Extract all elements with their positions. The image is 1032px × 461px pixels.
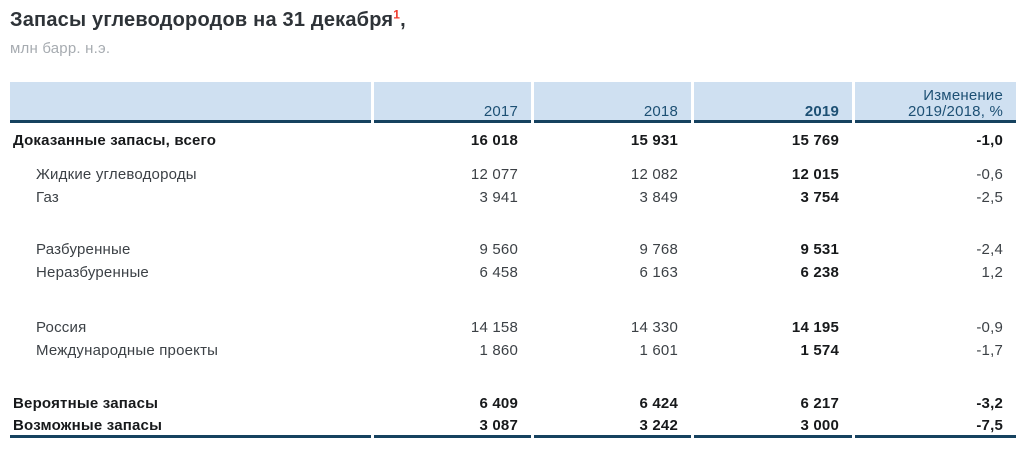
page-title: Запасы углеводородов на 31 декабря1, (10, 8, 1032, 33)
table-row-international-projects: Международные проекты 1 860 1 601 1 574 … (10, 339, 1016, 362)
cell-2018: 6 424 (639, 395, 678, 412)
column-header-2017: 2017 (374, 82, 531, 123)
spacer-row (10, 284, 1016, 316)
row-label: Неразбуренные (36, 264, 149, 281)
row-label: Доказанные запасы, всего (13, 131, 217, 149)
cell-2017: 12 077 (470, 166, 518, 183)
cell-2019: 15 769 (791, 131, 839, 149)
cell-2019: 6 238 (800, 264, 839, 281)
column-header-change-line1: Изменение (923, 87, 1003, 104)
page-title-suffix: , (400, 9, 406, 31)
cell-2018: 3 242 (534, 415, 691, 438)
spacer-row (10, 152, 1016, 163)
cell-2018: 3 849 (639, 189, 678, 206)
page-title-text: Запасы углеводородов на 31 декабря (10, 9, 394, 31)
cell-2017: 9 560 (479, 241, 518, 258)
cell-2018: 15 931 (630, 131, 678, 149)
table-row-liquid-hydrocarbons: Жидкие углеводороды 12 077 12 082 12 015… (10, 163, 1016, 186)
cell-2017: 1 860 (479, 342, 518, 359)
cell-change: -1,7 (976, 342, 1003, 359)
cell-2017: 6 409 (479, 395, 518, 412)
table-row-gas: Газ 3 941 3 849 3 754 -2,5 (10, 186, 1016, 209)
cell-2019: 6 217 (800, 395, 839, 412)
page-subtitle: млн барр. н.э. (10, 40, 111, 57)
row-label: Международные проекты (36, 342, 219, 359)
table-header: 2017 2018 2019 Изменение 2019/2018, % (10, 82, 1016, 123)
cell-2018: 9 768 (639, 241, 678, 258)
cell-change: -2,4 (976, 241, 1003, 258)
spacer-row (10, 362, 1016, 392)
cell-2019: 3 000 (694, 415, 852, 438)
cell-2017: 14 158 (470, 319, 518, 336)
column-header-change: Изменение 2019/2018, % (855, 82, 1016, 123)
cell-2018: 12 082 (630, 166, 678, 183)
cell-2017: 3 087 (374, 415, 531, 438)
cell-change: -0,6 (976, 166, 1003, 183)
cell-change: -2,5 (976, 189, 1003, 206)
cell-2018: 1 601 (639, 342, 678, 359)
column-header-indicator (10, 82, 371, 123)
row-label: Жидкие углеводороды (36, 166, 197, 183)
cell-change: 1,2 (981, 264, 1003, 281)
cell-2017: 16 018 (470, 131, 518, 149)
cell-change: -7,5 (855, 415, 1016, 438)
cell-2017: 6 458 (479, 264, 518, 281)
table-row-undeveloped: Неразбуренные 6 458 6 163 6 238 1,2 (10, 261, 1016, 284)
table-header-row: 2017 2018 2019 Изменение 2019/2018, % (10, 82, 1016, 123)
table-row-russia: Россия 14 158 14 330 14 195 -0,9 (10, 316, 1016, 339)
row-label: Газ (36, 189, 59, 206)
reserves-table: 2017 2018 2019 Изменение 2019/2018, % До… (7, 82, 1019, 438)
footnote-marker: 1 (393, 7, 401, 22)
row-label: Россия (36, 319, 87, 336)
row-label: Вероятные запасы (13, 395, 159, 412)
row-label: Разбуренные (36, 241, 131, 258)
column-header-2018: 2018 (534, 82, 691, 123)
cell-change: -1,0 (976, 131, 1003, 149)
table-row-proved-total: Доказанные запасы, всего 16 018 15 931 1… (10, 128, 1016, 152)
column-header-2019: 2019 (694, 82, 852, 123)
row-label: Возможные запасы (10, 415, 371, 438)
table-row-developed: Разбуренные 9 560 9 768 9 531 -2,4 (10, 238, 1016, 261)
cell-2019: 12 015 (791, 166, 839, 183)
table-row-possible-reserves: Возможные запасы 3 087 3 242 3 000 -7,5 (10, 415, 1016, 438)
table-row-probable-reserves: Вероятные запасы 6 409 6 424 6 217 -3,2 (10, 392, 1016, 415)
cell-2019: 3 754 (800, 189, 839, 206)
cell-2017: 3 941 (479, 189, 518, 206)
cell-change: -3,2 (976, 395, 1003, 412)
cell-2018: 14 330 (630, 319, 678, 336)
cell-2019: 14 195 (791, 319, 839, 336)
cell-2019: 9 531 (800, 241, 839, 258)
column-header-change-line2: 2019/2018, % (908, 103, 1003, 120)
cell-change: -0,9 (976, 319, 1003, 336)
cell-2019: 1 574 (800, 342, 839, 359)
spacer-row (10, 209, 1016, 238)
cell-2018: 6 163 (639, 264, 678, 281)
